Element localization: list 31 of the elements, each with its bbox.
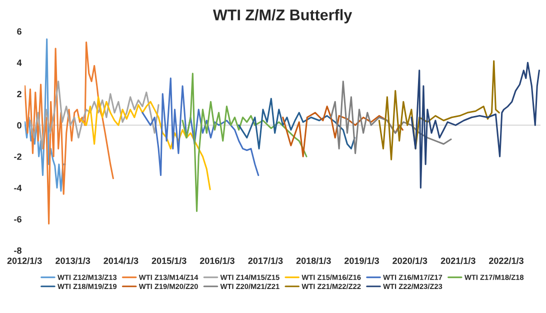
line-series: [282, 106, 404, 158]
line-series: [24, 41, 114, 225]
x-tick-label: 2015/1/3: [152, 257, 186, 264]
line-series: [330, 80, 452, 154]
y-tick-label: 2: [17, 90, 22, 98]
line-series: [78, 96, 211, 190]
x-tick-label: 2022/1/3: [489, 257, 524, 264]
line-series: [29, 80, 160, 150]
x-tick-label: 2017/1/3: [248, 257, 283, 264]
x-tick-label: 2013/1/3: [56, 257, 90, 264]
x-tick-label: 2014/1/3: [104, 257, 138, 264]
y-tick-label: -2: [14, 153, 22, 160]
y-tick-label: -6: [14, 216, 22, 222]
x-tick-label: 2016/1/3: [200, 257, 234, 264]
x-tick-label: 2018/1/3: [296, 257, 331, 264]
x-tick-label: 2020/1/3: [392, 257, 428, 264]
x-tick-label: 2021/1/3: [440, 257, 476, 264]
line-series: [378, 60, 500, 160]
line-series: [182, 72, 308, 212]
line-series: [24, 38, 66, 192]
y-tick-label: 6: [17, 28, 22, 35]
y-tick-label: 4: [16, 60, 22, 66]
chart-title: WTI Z/M/Z Butterfly: [212, 9, 352, 24]
x-tick-label: 2012/1/3: [7, 257, 42, 264]
y-tick-label: 0: [17, 122, 22, 129]
y-tick-label: -8: [14, 247, 22, 254]
y-tick-label: -4: [14, 184, 22, 192]
x-tick-label: 2019/1/3: [344, 257, 379, 264]
line-series: [142, 77, 260, 176]
line-series: [238, 98, 356, 150]
line-series: [410, 62, 540, 189]
